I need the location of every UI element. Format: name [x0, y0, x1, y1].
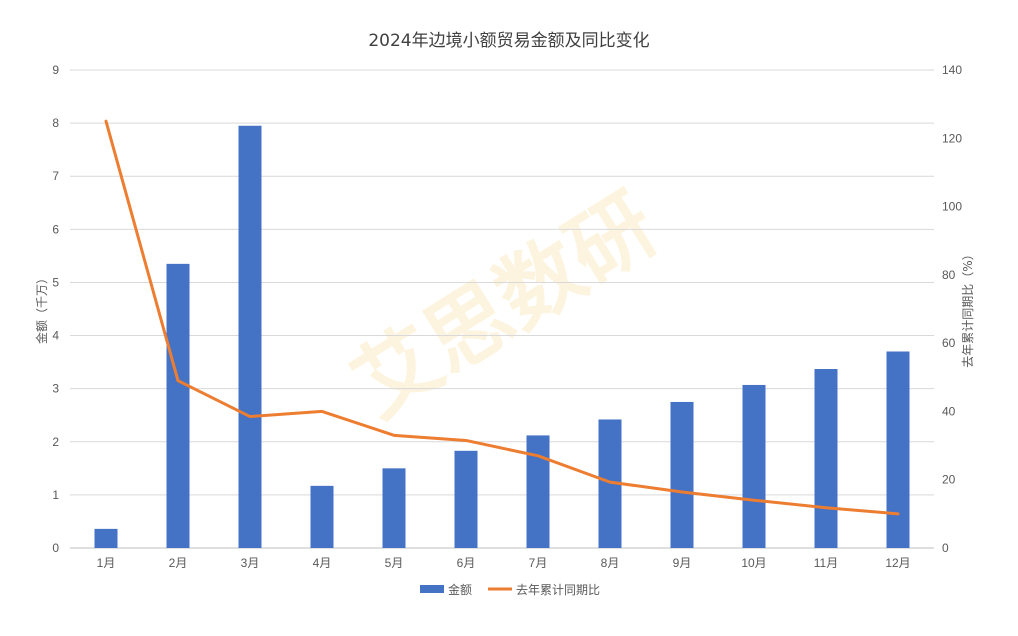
bar	[814, 369, 838, 548]
y-tick-label: 0	[52, 541, 59, 555]
y2-axis-ticks: 0 20 40 60 80 100 120 140	[942, 63, 962, 555]
bar	[238, 125, 262, 549]
y2-axis-label: 去年累计同期比（%）	[961, 248, 975, 367]
y-tick-label: 4	[52, 329, 59, 343]
y-tick-label: 3	[52, 382, 59, 396]
bar	[166, 263, 190, 548]
x-tick-label: 11月	[814, 556, 838, 570]
legend: 金额 去年累计同期比	[420, 582, 600, 597]
x-tick-label: 6月	[457, 556, 476, 570]
gridlines	[70, 69, 934, 549]
yoy-line	[104, 119, 900, 516]
x-tick-label: 5月	[385, 556, 404, 570]
bar	[670, 401, 694, 548]
x-tick-label: 1月	[97, 556, 116, 570]
bar-series	[94, 125, 910, 549]
bar	[526, 435, 550, 548]
y2-tick-label: 20	[942, 473, 956, 487]
bar	[310, 485, 334, 548]
y2-tick-label: 100	[942, 200, 962, 214]
bar	[886, 351, 910, 548]
y2-tick-label: 120	[942, 131, 962, 145]
bar	[382, 468, 406, 548]
x-tick-label: 9月	[673, 556, 692, 570]
y2-tick-label: 60	[942, 336, 956, 350]
y-tick-label: 5	[52, 275, 59, 289]
y-tick-label: 8	[52, 116, 59, 130]
line-series	[104, 119, 900, 516]
y2-tick-label: 0	[942, 541, 949, 555]
y2-tick-label: 40	[942, 404, 956, 418]
x-tick-label: 4月	[313, 556, 332, 570]
x-tick-label: 2月	[169, 556, 188, 570]
x-tick-label: 3月	[241, 556, 260, 570]
bar	[454, 450, 478, 548]
bar	[598, 419, 622, 548]
x-tick-label: 8月	[601, 556, 620, 570]
legend-label-amount: 金额	[448, 582, 472, 597]
bar	[742, 384, 766, 548]
y2-tick-label: 80	[942, 268, 956, 282]
y-tick-label: 9	[52, 63, 59, 77]
y-axis-label: 金额（千万）	[34, 272, 49, 344]
y-axis-ticks: 0 1 2 3 4 5 6 7 8 9	[52, 63, 59, 555]
y-tick-label: 6	[52, 222, 59, 236]
legend-swatch-amount	[420, 585, 444, 593]
x-tick-label: 10月	[741, 556, 766, 570]
y-tick-label: 7	[52, 169, 59, 183]
y-tick-label: 2	[52, 435, 59, 449]
y-tick-label: 1	[52, 488, 59, 502]
x-tick-label: 12月	[885, 556, 910, 570]
chart-title: 2024年边境小额贸易金额及同比变化	[368, 31, 649, 51]
x-axis-ticks: 1月 2月 3月 4月 5月 6月 7月 8月 9月 10月 11月 12月	[97, 556, 911, 570]
x-tick-label: 7月	[529, 556, 548, 570]
bar	[94, 528, 118, 548]
y2-tick-label: 140	[942, 63, 962, 77]
legend-label-yoy: 去年累计同期比	[516, 583, 600, 597]
